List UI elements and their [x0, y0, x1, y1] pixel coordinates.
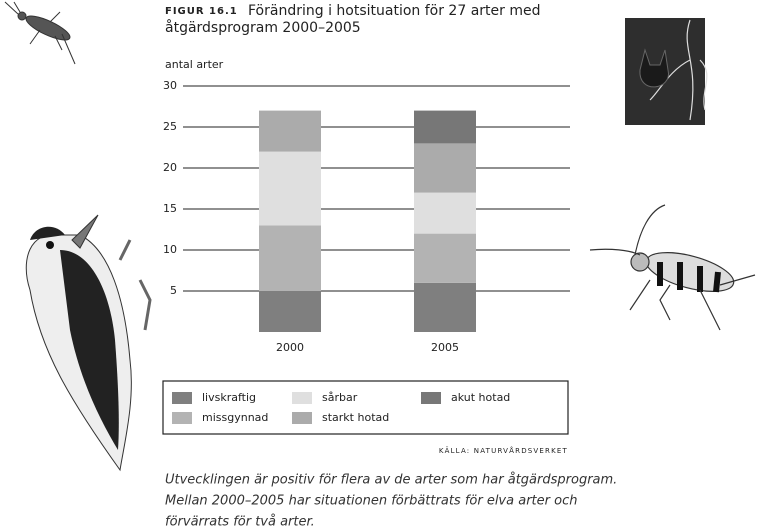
y-tick-label: 5	[170, 284, 177, 297]
legend-swatch	[421, 392, 441, 404]
y-tick-label: 30	[163, 79, 177, 92]
legend-label: akut hotad	[451, 391, 510, 404]
y-tick-label: 20	[163, 161, 177, 174]
chart-title: åtgärdsprogram 2000–2005	[165, 19, 361, 36]
bar-segment	[259, 291, 321, 332]
bar-segment	[414, 110, 476, 144]
chart-title: Förändring i hotsituation för 27 arter m…	[248, 3, 540, 19]
legend-swatch	[172, 412, 192, 424]
bar-segment	[259, 110, 321, 152]
orchid-illustration	[625, 18, 708, 125]
beetle-illustration	[4, 1, 76, 65]
caption: förvärrats för två arter.	[165, 515, 315, 530]
bar-segment	[414, 233, 476, 283]
bar-segment	[414, 192, 476, 234]
caption: Mellan 2000–2005 har situationen förbätt…	[165, 494, 577, 509]
legend-swatch	[292, 392, 312, 404]
x-tick-label: 2005	[431, 341, 459, 354]
bar-segment	[414, 282, 476, 332]
legend-label: sårbar	[322, 391, 358, 404]
legend-swatch	[292, 412, 312, 424]
y-tick-label: 25	[163, 120, 177, 133]
source: KÄLLA: NATURVÅRDSVERKET	[439, 446, 568, 455]
caption: Utvecklingen är positiv för flera av de …	[165, 473, 617, 488]
longhorn-beetle-illustration	[589, 204, 756, 331]
y-tick-label: 10	[163, 243, 177, 256]
x-tick-label: 2000	[276, 341, 304, 354]
legend-swatch	[172, 392, 192, 404]
legend-label: missgynnad	[202, 411, 268, 424]
y-axis-label: antal arter	[165, 58, 224, 71]
y-tick-label: 15	[163, 202, 177, 215]
legend-label: livskraftig	[202, 391, 256, 404]
figure-label: FIGUR 16.1	[165, 6, 238, 17]
bar-segment	[259, 151, 321, 226]
bar-segment	[259, 225, 321, 291]
bar-segment	[414, 143, 476, 193]
legend-label: starkt hotad	[322, 411, 389, 424]
woodpecker-illustration	[25, 214, 152, 472]
legend-box	[162, 380, 569, 435]
